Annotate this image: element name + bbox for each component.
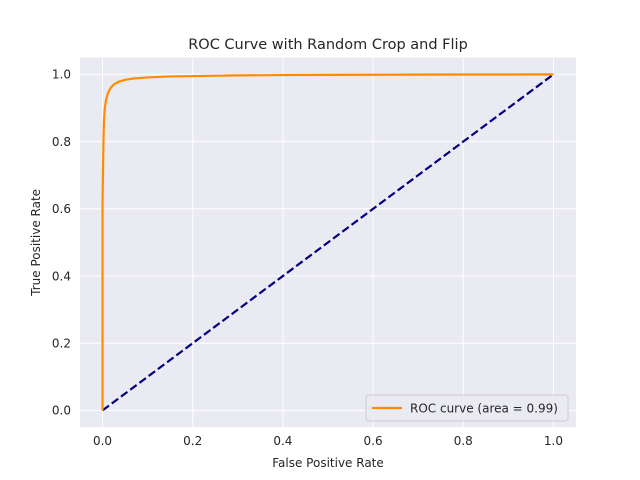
chart-title: ROC Curve with Random Crop and Flip [188,37,468,53]
diagonal-reference-line [101,73,555,412]
y-tick-label: 0.2 [52,337,71,351]
x-tick-label: 0.4 [273,434,292,448]
y-ticks: 0.0 0.2 0.4 0.6 0.8 1.0 [52,68,71,418]
x-tick-label: 0.6 [364,434,383,448]
x-tick-label: 0.8 [454,434,473,448]
x-ticks: 0.0 0.2 0.4 0.6 0.8 1.0 [93,434,563,448]
x-axis-label: False Positive Rate [272,456,384,470]
x-tick-label: 0.0 [93,434,112,448]
y-tick-label: 0.4 [52,269,71,283]
roc-curve-line [101,73,554,411]
x-tick-label: 1.0 [544,434,563,448]
legend-box [365,394,569,422]
y-tick-label: 0.6 [52,202,71,216]
x-tick-label: 0.2 [183,434,202,448]
y-tick-label: 1.0 [52,68,71,82]
grid [80,57,576,428]
y-tick-label: 0.0 [52,404,71,418]
legend-label-roc: ROC curve (area = 0.99) [410,402,558,416]
legend: ROC curve (area = 0.99) [365,394,569,422]
y-axis-label: True Positive Rate [29,189,43,297]
series-layer [101,73,555,412]
y-tick-label: 0.8 [52,135,71,149]
